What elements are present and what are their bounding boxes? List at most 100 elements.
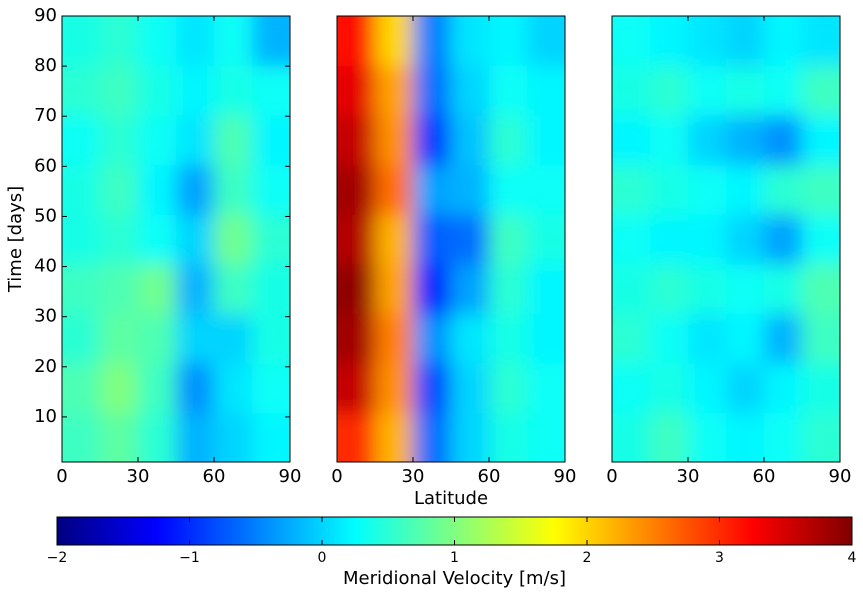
cell: [214, 412, 253, 462]
cell: [375, 263, 414, 314]
cell: [451, 263, 490, 314]
colorbar-tick-label: 1: [450, 550, 459, 566]
cell: [375, 65, 414, 116]
cell: [650, 16, 689, 67]
cell: [726, 362, 765, 413]
cell: [650, 65, 689, 116]
cell: [252, 115, 290, 166]
cell: [612, 214, 651, 265]
cell: [489, 313, 528, 364]
cell: [726, 214, 765, 265]
cell: [375, 214, 414, 265]
cell: [764, 16, 803, 67]
cell: [612, 313, 651, 364]
x-tick-label: 0: [606, 466, 617, 487]
cell: [688, 214, 727, 265]
cell: [650, 362, 689, 413]
cell: [764, 313, 803, 364]
cell: [802, 65, 840, 116]
colorbar-tick-label: 4: [848, 550, 857, 566]
cell: [62, 263, 101, 314]
cell: [375, 412, 414, 462]
cell: [451, 16, 490, 67]
colorbar-label: Meridional Velocity [m/s]: [343, 568, 566, 589]
cell: [726, 263, 765, 314]
cell: [527, 362, 565, 413]
y-tick-label: 70: [34, 105, 57, 126]
cell: [764, 164, 803, 215]
cell: [489, 362, 528, 413]
cell: [688, 65, 727, 116]
cell: [176, 362, 215, 413]
cell: [214, 214, 253, 265]
cell: [802, 115, 840, 166]
cell: [688, 115, 727, 166]
cell: [726, 16, 765, 67]
cell: [764, 412, 803, 462]
cell: [413, 214, 452, 265]
cell: [726, 115, 765, 166]
x-tick-label: 60: [203, 466, 226, 487]
cell: [252, 65, 290, 116]
cell: [375, 313, 414, 364]
cell: [62, 16, 101, 67]
cell: [802, 362, 840, 413]
cell: [138, 16, 177, 67]
cell: [451, 65, 490, 116]
cell: [252, 164, 290, 215]
cell: [527, 115, 565, 166]
cell: [337, 214, 376, 265]
x-tick-label: 30: [402, 466, 425, 487]
cell: [214, 263, 253, 314]
cell: [451, 412, 490, 462]
cell: [138, 263, 177, 314]
cell: [764, 263, 803, 314]
cell: [764, 362, 803, 413]
cell: [138, 214, 177, 265]
cell: [451, 214, 490, 265]
cell: [688, 164, 727, 215]
cell: [214, 313, 253, 364]
cell: [413, 164, 452, 215]
cell: [413, 115, 452, 166]
y-tick-label: 50: [34, 205, 57, 226]
axes-frame: [611, 15, 841, 463]
cell: [489, 412, 528, 462]
heatmap: [62, 16, 290, 462]
cell: [650, 263, 689, 314]
cell: [802, 412, 840, 462]
cell: [138, 65, 177, 116]
cell: [688, 263, 727, 314]
colorbar-tick-label: 0: [318, 550, 327, 566]
colorbar-tick-label: −1: [179, 550, 200, 566]
cell: [337, 65, 376, 116]
cell: [138, 313, 177, 364]
cell: [176, 313, 215, 364]
heatmap: [612, 16, 840, 462]
cell: [650, 412, 689, 462]
cell: [176, 412, 215, 462]
x-tick-label: 90: [829, 466, 852, 487]
cell: [214, 115, 253, 166]
cell: [176, 214, 215, 265]
cell: [337, 115, 376, 166]
cell: [100, 412, 139, 462]
cell: [650, 214, 689, 265]
cell: [764, 115, 803, 166]
cell: [214, 164, 253, 215]
cell: [100, 214, 139, 265]
cell: [413, 65, 452, 116]
cell: [252, 16, 290, 67]
cell: [612, 115, 651, 166]
x-tick-label: 90: [554, 466, 577, 487]
cell: [726, 412, 765, 462]
cell: [650, 164, 689, 215]
cell: [489, 164, 528, 215]
y-axis-label: Time [days]: [5, 186, 26, 293]
y-tick-label: 20: [34, 356, 57, 377]
cell: [176, 164, 215, 215]
y-tick-label: 90: [34, 5, 57, 26]
cell: [252, 412, 290, 462]
cell: [688, 313, 727, 364]
